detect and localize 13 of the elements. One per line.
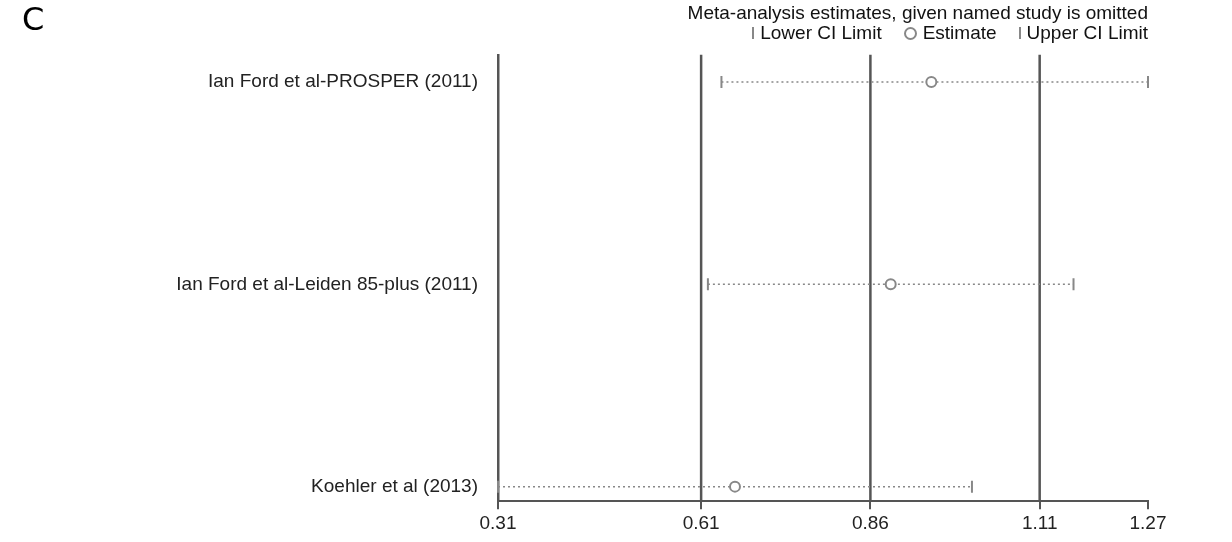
- y-tick-label: Koehler et al (2013): [311, 474, 478, 496]
- x-tick-label: 0.61: [682, 511, 720, 533]
- y-tick-label: Ian Ford et al-PROSPER (2011): [208, 70, 478, 92]
- chart-title: Meta-analysis estimates, given named study is omitted: [687, 1, 1148, 23]
- y-tick-label: Ian Ford et al-Leiden 85-plus (2011): [176, 272, 478, 294]
- legend-label: Estimate: [922, 22, 997, 44]
- x-tick-label: 1.11: [1021, 511, 1058, 533]
- x-tick-label: 0.31: [479, 511, 517, 533]
- x-tick-label: 0.86: [851, 511, 889, 533]
- text: Lower CI Limit: [760, 22, 882, 44]
- text: Upper CI Limit: [1026, 22, 1148, 44]
- text: C: [22, 0, 45, 38]
- x-tick-label: 1.27: [1129, 511, 1167, 533]
